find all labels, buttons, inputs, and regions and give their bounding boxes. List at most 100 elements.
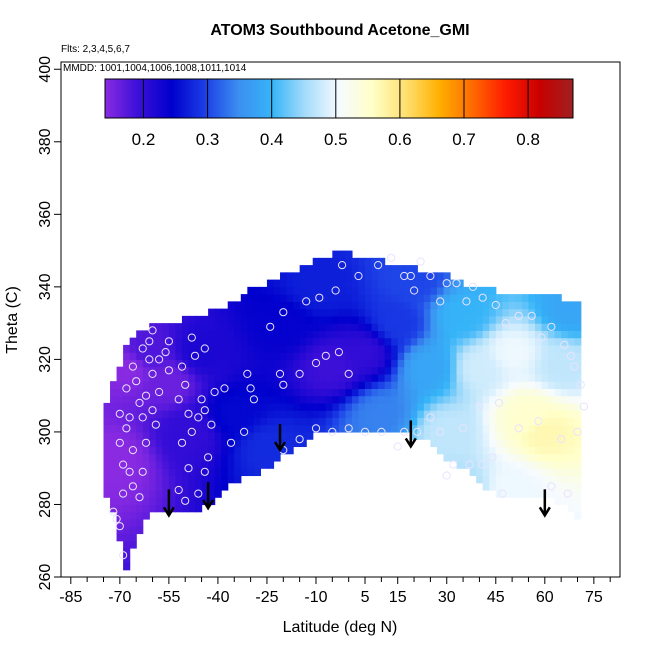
field-cell bbox=[574, 417, 582, 426]
field-cell bbox=[155, 431, 163, 440]
field-cell bbox=[391, 344, 399, 353]
field-cell bbox=[371, 388, 379, 397]
field-cell bbox=[299, 439, 307, 448]
field-cell bbox=[214, 475, 222, 484]
field-cell bbox=[535, 330, 543, 339]
field-cell bbox=[312, 395, 320, 404]
field-cell bbox=[521, 482, 530, 491]
observation-point bbox=[374, 261, 383, 270]
field-cell bbox=[482, 417, 490, 426]
field-cell bbox=[535, 431, 543, 440]
field-cell bbox=[319, 402, 327, 411]
field-cell bbox=[365, 366, 373, 375]
observation-point bbox=[155, 355, 164, 364]
field-cell bbox=[450, 344, 458, 353]
field-cell bbox=[240, 366, 248, 375]
field-cell bbox=[332, 388, 340, 397]
observation-point bbox=[295, 369, 304, 378]
observation-point bbox=[279, 308, 288, 317]
observation-point bbox=[462, 297, 471, 306]
field-cell bbox=[397, 344, 405, 353]
field-cell bbox=[136, 504, 144, 513]
field-cell bbox=[469, 373, 477, 382]
field-cell bbox=[214, 417, 222, 426]
field-cell bbox=[123, 431, 131, 440]
observation-point bbox=[128, 446, 137, 455]
colorbar-tick-label: 0.6 bbox=[388, 130, 412, 149]
field-cell bbox=[358, 402, 366, 411]
field-cell bbox=[260, 301, 268, 310]
field-cell bbox=[201, 323, 209, 331]
observation-point bbox=[135, 493, 144, 502]
field-cell bbox=[208, 460, 216, 469]
field-cell bbox=[574, 511, 582, 520]
field-cell bbox=[214, 395, 222, 404]
field-cell bbox=[535, 308, 543, 317]
field-cell bbox=[142, 453, 150, 462]
field-cell bbox=[391, 301, 399, 310]
observation-point bbox=[436, 297, 445, 306]
field-cell bbox=[195, 330, 203, 339]
field-cell bbox=[208, 431, 216, 440]
field-cell bbox=[181, 359, 190, 368]
field-cell bbox=[306, 417, 314, 426]
field-cell bbox=[195, 373, 203, 382]
field-cell bbox=[286, 424, 294, 433]
field-cell bbox=[306, 424, 314, 433]
field-cell bbox=[574, 468, 582, 477]
field-cell bbox=[110, 395, 118, 404]
observation-point bbox=[547, 482, 556, 491]
field-cell bbox=[456, 388, 464, 397]
observation-point bbox=[416, 257, 425, 266]
field-cell bbox=[312, 308, 320, 317]
field-cell bbox=[168, 453, 177, 462]
field-cell bbox=[208, 352, 216, 360]
field-cell bbox=[332, 308, 340, 317]
field-cell bbox=[188, 453, 196, 462]
field-cell bbox=[410, 265, 418, 273]
field-cell bbox=[489, 402, 497, 411]
field-cell bbox=[234, 359, 242, 368]
field-cell bbox=[495, 446, 503, 455]
field-cell bbox=[567, 366, 575, 375]
field-cell bbox=[293, 388, 301, 397]
field-cell bbox=[332, 286, 340, 295]
field-cell bbox=[443, 272, 451, 281]
field-cell bbox=[306, 410, 314, 419]
observation-point bbox=[275, 369, 285, 378]
observation-point bbox=[141, 391, 151, 400]
field-cell bbox=[142, 366, 150, 375]
field-cell bbox=[476, 344, 484, 353]
field-cell bbox=[528, 352, 536, 360]
field-cell bbox=[404, 388, 412, 397]
flights-note: Flts: 2,3,4,5,6,7 bbox=[61, 44, 130, 55]
field-cell bbox=[260, 395, 268, 404]
field-cell bbox=[266, 431, 275, 440]
field-cell bbox=[351, 388, 360, 397]
field-cell bbox=[208, 439, 216, 448]
field-cell bbox=[142, 489, 150, 498]
field-cell bbox=[515, 424, 523, 433]
field-cell bbox=[195, 504, 203, 513]
field-cell bbox=[417, 424, 425, 433]
field-cell bbox=[168, 431, 177, 440]
field-cell bbox=[554, 359, 562, 368]
observation-point bbox=[266, 322, 275, 331]
field-cell bbox=[476, 446, 484, 455]
field-cell bbox=[149, 395, 157, 404]
field-cell bbox=[110, 453, 118, 462]
field-cell bbox=[162, 366, 170, 375]
field-cell bbox=[129, 417, 137, 426]
field-cell bbox=[208, 308, 216, 317]
field-cell bbox=[365, 417, 373, 426]
field-cell bbox=[378, 301, 386, 310]
field-cell bbox=[508, 395, 516, 404]
field-cell bbox=[181, 381, 190, 389]
field-cell bbox=[142, 359, 150, 368]
observation-point bbox=[393, 442, 402, 451]
field-cell bbox=[489, 308, 497, 317]
field-cell bbox=[469, 381, 477, 389]
field-cell bbox=[273, 308, 281, 317]
field-cell bbox=[214, 446, 222, 455]
field-cell bbox=[155, 344, 163, 353]
